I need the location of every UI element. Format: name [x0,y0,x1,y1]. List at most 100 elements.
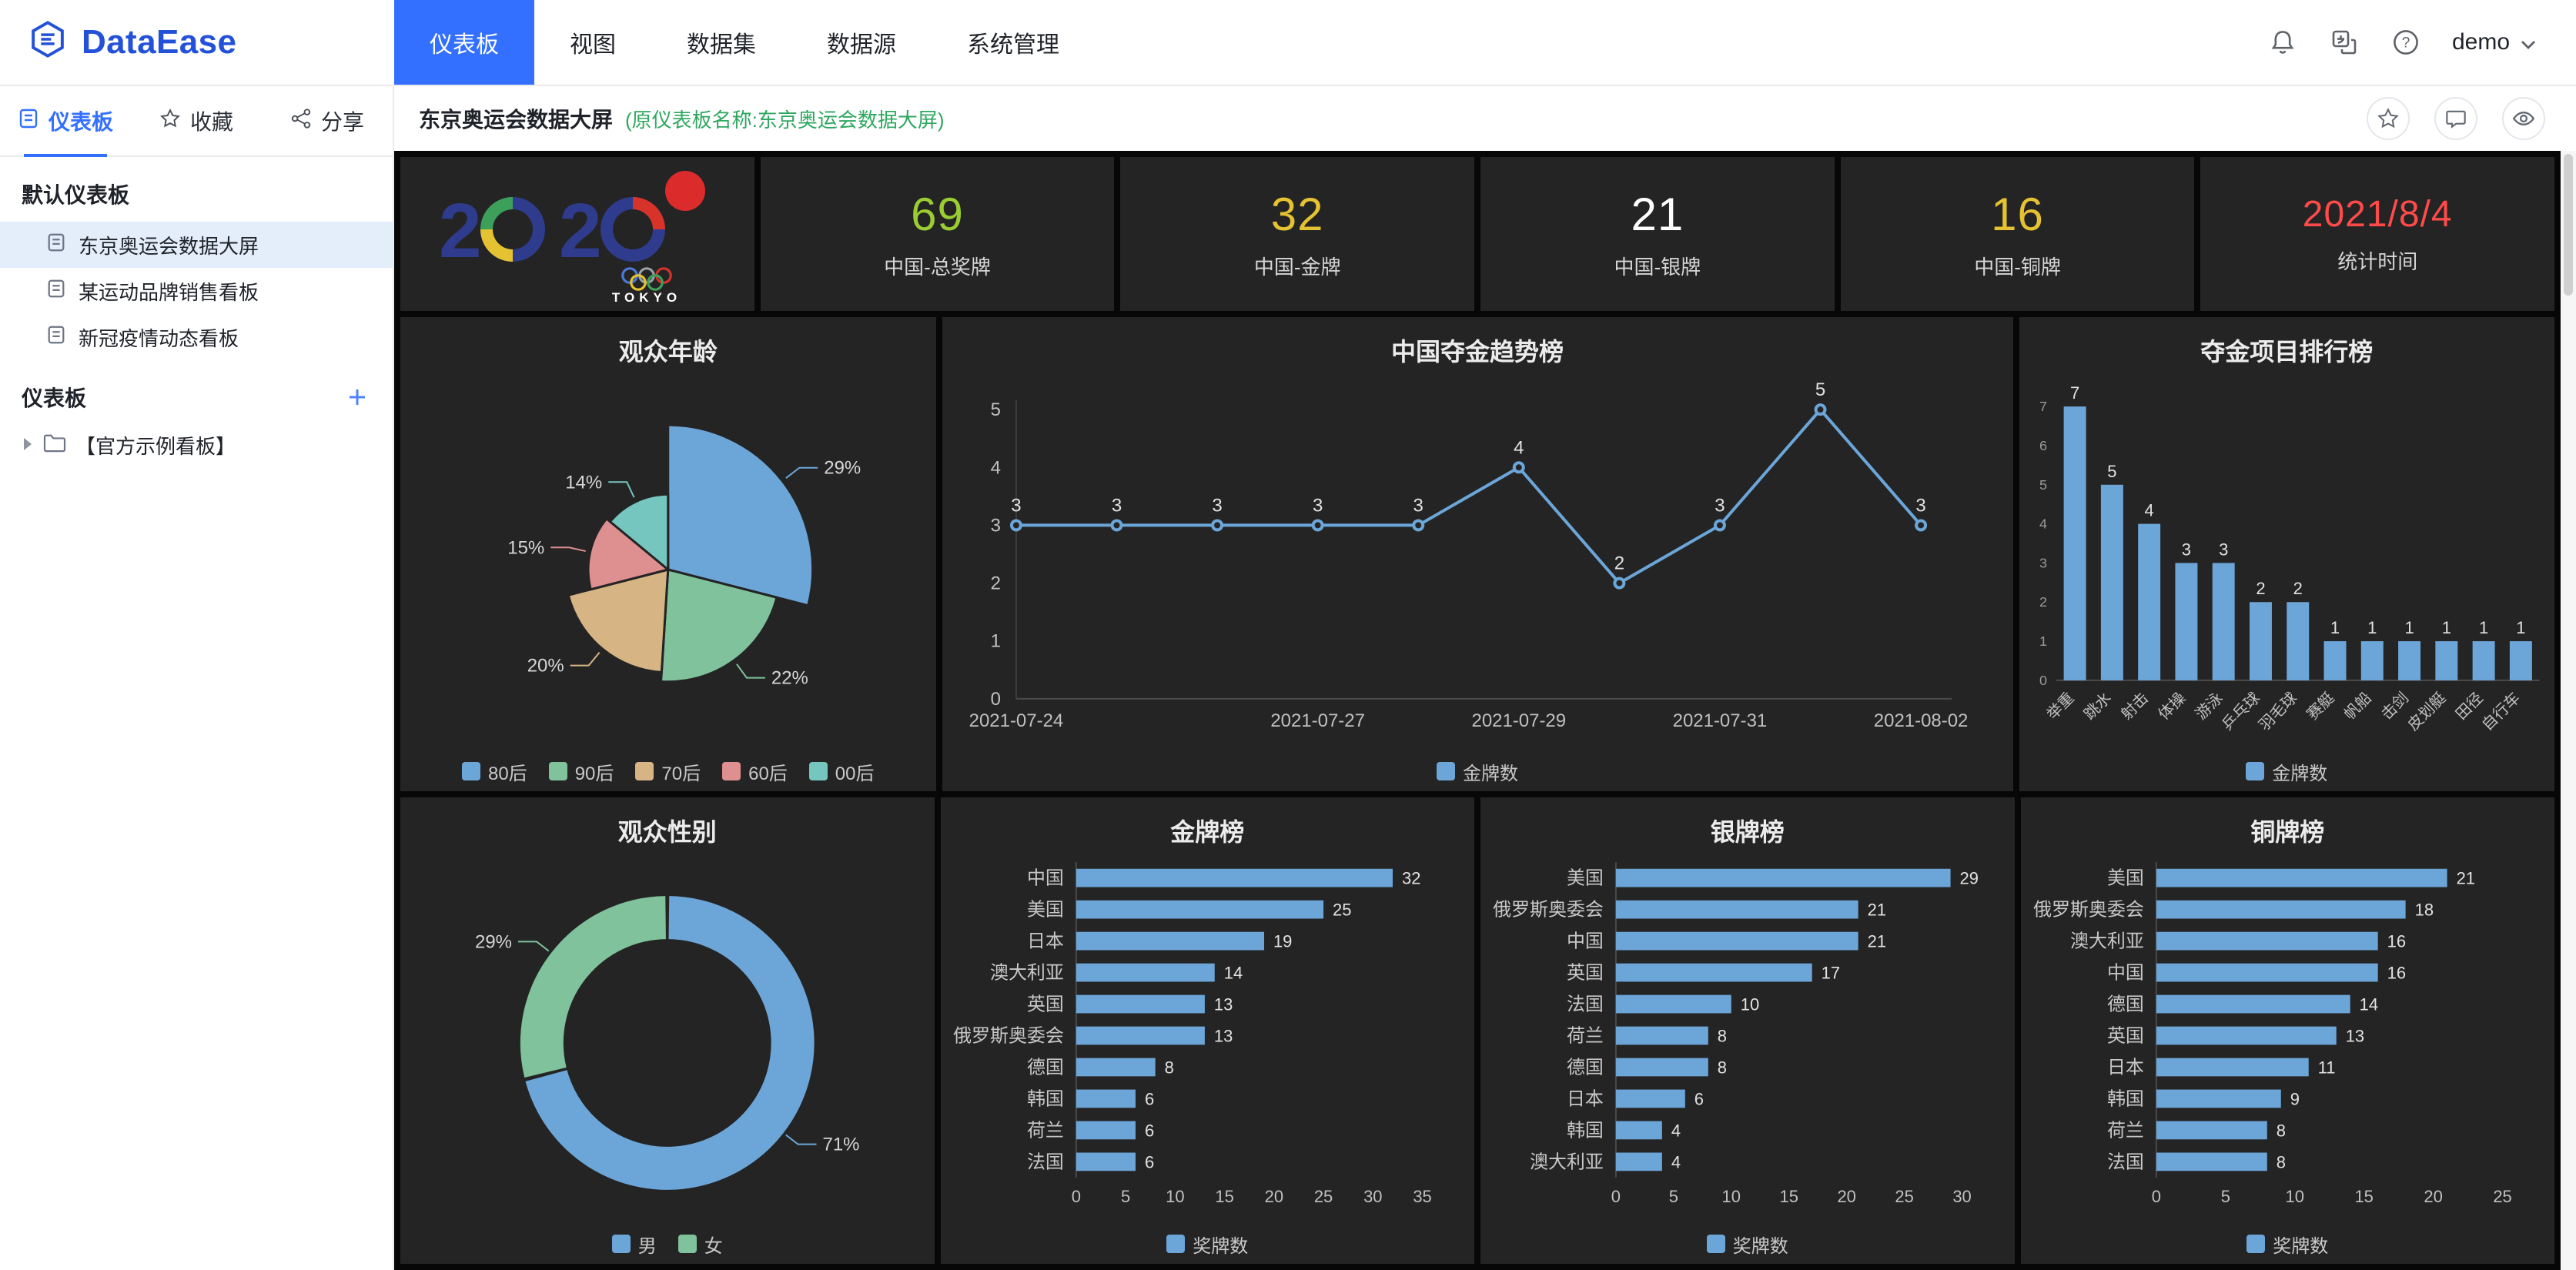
sidebar-item-covid[interactable]: 新冠疫情动态看板 [0,314,393,360]
audience-gender-donut-chart[interactable]: 71% 29% [400,850,935,1224]
svg-text:自行车: 自行车 [2478,689,2524,734]
user-menu[interactable]: demo [2452,29,2536,55]
svg-text:日本: 日本 [1567,1088,1604,1109]
svg-text:6: 6 [1694,1089,1704,1108]
svg-text:美国: 美国 [1026,900,1063,921]
top-nav: 仪表板 视图 数据集 数据源 系统管理 [394,0,1095,85]
svg-text:1: 1 [2516,618,2525,637]
legend-item[interactable]: 男 [611,1231,657,1258]
legend-item[interactable]: 70后 [635,758,701,785]
svg-text:29%: 29% [824,458,861,479]
svg-text:8: 8 [1718,1026,1727,1045]
legend-label: 80后 [487,763,527,784]
svg-text:8: 8 [2276,1152,2285,1171]
bronze-ranking-hbar-chart[interactable]: 0 5 10 15 20 25 21 美国 18 俄罗斯奥委会 16 澳大利亚 16 中国 14 德国 13 英国… [2021,850,2555,1224]
gold-by-sport-bar-chart[interactable]: 0 1 2 3 4 5 6 7 7 举重 5 跳水 4 射击 3 体操 3 游泳 2 乒乓球 2 羽毛球 1 赛艇 1 帆船 1 击剑… [2019,369,2555,751]
kpi-label: 统计时间 [2337,250,2418,273]
folder-official-examples[interactable]: 【官方示例看板】 [0,422,393,468]
dashboard-doc-icon [46,279,66,304]
svg-text:29: 29 [1960,869,1979,888]
chart-title: 银牌榜 [1710,818,1785,846]
add-dashboard-button[interactable] [346,386,368,408]
top-nav-system[interactable]: 系统管理 [967,32,1059,58]
chart-legend: 80后 90后 70后 60后 00后 [400,751,936,791]
top-nav-views[interactable]: 视图 [570,32,616,58]
svg-text:4: 4 [990,457,1000,478]
legend-label: 70后 [661,763,701,784]
top-nav-datasources[interactable]: 数据源 [827,32,896,58]
gold-ranking-hbar-chart[interactable]: 0 5 10 15 20 25 30 35 32 中国 25 美国 19 日本 14 澳大利亚 13 英国 13 俄罗… [941,850,1475,1224]
content-header: 东京奥运会数据大屏 (原仪表板名称:东京奥运会数据大屏) [394,86,2576,151]
help-icon[interactable]: ? [2390,27,2421,58]
brand[interactable]: DataEase [0,19,394,65]
svg-text:7: 7 [2069,383,2079,403]
sidebar-tab-dashboards[interactable]: 仪表板 [0,86,131,157]
brand-name: DataEase [82,23,237,61]
legend-label: 奖牌数 [1193,1235,1249,1257]
tokyo2020-logo-card: 2 2 [400,157,754,311]
svg-text:21: 21 [2456,869,2474,888]
sidebar-item-tokyo-olympics[interactable]: 东京奥运会数据大屏 [0,222,393,268]
svg-text:8: 8 [1718,1058,1727,1077]
svg-text:19: 19 [1273,932,1291,951]
legend-item[interactable]: 80后 [461,758,527,785]
legend-item[interactable]: 女 [677,1231,723,1258]
legend-item[interactable]: 金牌数 [1437,758,1518,785]
svg-text:25: 25 [2493,1187,2511,1206]
legend-swatch-icon [1437,762,1455,780]
scrollbar-thumb[interactable] [2564,154,2573,296]
legend-item[interactable]: 90后 [548,758,614,785]
caret-right-icon[interactable] [22,433,34,457]
chart-legend: 奖牌数 [1480,1224,2015,1264]
kpi-silver: 21 中国-银牌 [1480,157,1835,311]
svg-text:2: 2 [2039,594,2046,610]
language-icon[interactable] [2329,27,2360,58]
svg-text:71%: 71% [822,1135,859,1155]
comment-button[interactable] [2434,97,2477,140]
legend-item[interactable]: 奖牌数 [2246,1231,2328,1258]
svg-text:澳大利亚: 澳大利亚 [1530,1151,1604,1172]
legend-label: 90后 [574,763,614,784]
svg-text:13: 13 [1213,995,1232,1014]
sidebar-tab-share[interactable]: 分享 [262,86,393,155]
notification-bell-icon[interactable] [2267,27,2298,58]
legend-item[interactable]: 奖牌数 [1166,1231,1248,1258]
sidebar-tab-favorites[interactable]: 收藏 [131,86,262,155]
legend-item[interactable]: 00后 [808,758,875,785]
svg-text:25: 25 [1333,901,1351,920]
sidebar-tab-label: 收藏 [189,110,233,134]
svg-text:英国: 英国 [1026,994,1063,1015]
svg-text:中国: 中国 [1567,931,1604,952]
legend-item[interactable]: 金牌数 [2246,758,2327,785]
dashboard-doc-icon [46,325,66,350]
favorite-star-button[interactable] [2367,97,2410,140]
vertical-scrollbar[interactable] [2561,151,2576,1270]
svg-text:3: 3 [2039,555,2046,570]
top-nav-datasets[interactable]: 数据集 [687,32,756,58]
svg-text:4: 4 [1671,1121,1681,1140]
legend-item[interactable]: 60后 [722,758,788,785]
legend-label: 60后 [748,763,788,784]
svg-text:赛艇: 赛艇 [2303,689,2338,724]
svg-text:9: 9 [2290,1089,2299,1108]
chart-legend: 男女 [400,1224,935,1264]
silver-ranking-hbar-chart[interactable]: 0 5 10 15 20 25 30 29 美国 21 俄罗斯奥委会 21 中国 17 英国 10 法国 8 荷兰 8… [1480,850,2015,1224]
svg-text:3: 3 [1413,495,1423,516]
top-nav-dashboards[interactable]: 仪表板 [394,0,534,85]
kpi-value: 69 [911,189,964,240]
legend-item[interactable]: 奖牌数 [1706,1231,1788,1258]
top-bar-actions: ? demo [2267,27,2576,58]
sidebar-item-label: 新冠疫情动态看板 [79,326,239,350]
svg-text:澳大利亚: 澳大利亚 [2070,931,2144,952]
sidebar-tabs: 仪表板 收藏 分享 [0,86,393,157]
sidebar-item-sports-brand[interactable]: 某运动品牌销售看板 [0,268,393,314]
kpi-label: 中国-金牌 [1253,256,1341,279]
svg-text:4: 4 [1514,437,1524,458]
audience-age-rose-chart[interactable]: 29% 22% 20% 15% 14% [400,369,936,751]
preview-eye-button[interactable] [2502,97,2545,140]
kpi-gold: 32 中国-金牌 [1120,157,1475,311]
svg-text:2: 2 [990,573,1000,594]
svg-text:2: 2 [1614,553,1624,574]
svg-text:跳水: 跳水 [2080,689,2115,724]
